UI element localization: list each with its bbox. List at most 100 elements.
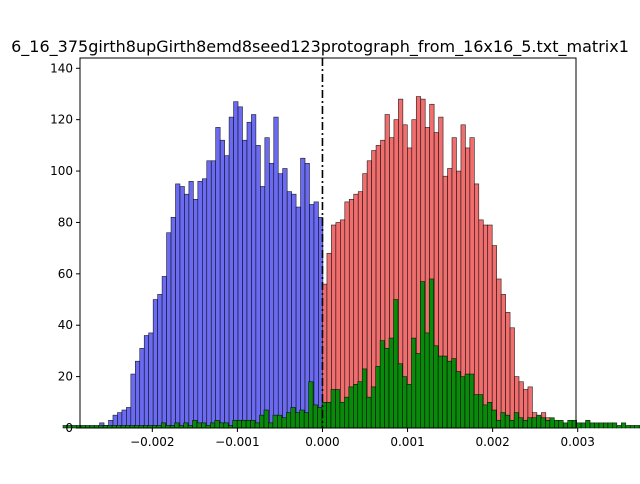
- histogram-bar: [594, 422, 600, 429]
- histogram-bar: [625, 425, 631, 429]
- histogram-bar: [451, 358, 457, 429]
- histogram-bar: [397, 363, 403, 429]
- histogram-bar: [303, 412, 309, 429]
- histogram-bar: [473, 394, 479, 429]
- histogram-bar: [196, 422, 202, 429]
- histogram-bar: [621, 422, 627, 429]
- histogram-bar: [388, 337, 394, 429]
- histogram-bar: [179, 186, 185, 429]
- histogram-bar: [251, 114, 257, 429]
- histogram-bar: [549, 417, 555, 429]
- histogram-bar: [607, 422, 613, 429]
- histogram-bar: [210, 160, 216, 429]
- x-tick-label: 0.001: [390, 435, 424, 449]
- histogram-bar: [482, 224, 489, 429]
- histogram-bar: [500, 412, 506, 429]
- histogram-bar: [242, 139, 248, 429]
- histogram-bar: [312, 404, 318, 429]
- histogram-bar: [616, 425, 622, 429]
- histogram-bar: [437, 355, 443, 429]
- histogram-bar: [598, 422, 604, 429]
- histogram-bar: [509, 419, 515, 429]
- histogram-bar: [585, 419, 591, 429]
- histogram-bar: [126, 407, 132, 429]
- histogram-bar: [188, 181, 194, 429]
- histogram-bar: [491, 409, 497, 429]
- chart-title: 6_16_375girth8upGirth8emd8seed123protogr…: [11, 37, 629, 57]
- x-tick-label: 0.000: [305, 435, 339, 449]
- histogram-bar: [464, 373, 470, 429]
- histogram-bar: [264, 137, 270, 429]
- histogram-bar: [558, 419, 564, 429]
- histogram-bar: [505, 312, 511, 429]
- histogram-bar: [491, 245, 497, 429]
- histogram-bar: [228, 116, 234, 429]
- histogram-bar: [357, 381, 363, 429]
- histogram-bar: [370, 386, 376, 429]
- histogram-bar: [143, 335, 149, 429]
- histogram-bar: [295, 206, 301, 429]
- histogram-bar: [160, 422, 167, 429]
- x-tick-label: −0.002: [130, 435, 174, 449]
- histogram-bar: [446, 360, 452, 429]
- histogram-bar: [335, 389, 341, 429]
- histogram-bar: [268, 163, 275, 429]
- histogram-bar: [299, 409, 305, 429]
- histogram-bar: [294, 412, 301, 429]
- histogram-bar: [603, 422, 609, 429]
- histogram-bar: [308, 381, 314, 429]
- histogram-bar: [174, 422, 180, 429]
- histogram-bar: [353, 384, 359, 429]
- histogram-bar: [340, 219, 346, 429]
- y-tick-label: 80: [58, 215, 73, 229]
- histogram-bar: [402, 376, 408, 429]
- histogram-bar: [513, 412, 519, 429]
- histogram-bar: [206, 160, 212, 429]
- y-tick-label: 120: [50, 113, 73, 127]
- histogram-bar: [214, 419, 220, 429]
- histogram-bar: [281, 417, 287, 429]
- histogram-bar: [193, 199, 199, 429]
- histogram-bar: [504, 414, 510, 429]
- histogram-bar: [344, 396, 350, 429]
- histogram-bar: [384, 348, 390, 429]
- histogram-bar: [474, 183, 480, 429]
- histogram-bar: [415, 353, 421, 429]
- histogram-bar: [339, 402, 345, 429]
- histogram-bar: [442, 355, 448, 429]
- histogram-bar: [424, 332, 430, 429]
- y-tick-label: 20: [58, 370, 73, 384]
- histogram-bar: [567, 419, 573, 429]
- histogram-bar: [531, 417, 537, 429]
- histogram-bar: [487, 402, 493, 429]
- histogram-bar: [139, 348, 145, 429]
- histogram-bar: [317, 407, 323, 429]
- histogram-bar: [393, 299, 399, 429]
- histogram-bar: [428, 278, 435, 429]
- histogram-bar: [291, 193, 297, 429]
- y-tick-label: 40: [58, 318, 73, 332]
- histogram-bar: [250, 419, 256, 429]
- x-tick-label: 0.002: [475, 435, 509, 449]
- y-axis: 0 20 40 60 80 100 120 140: [50, 61, 80, 435]
- histogram-bar: [536, 414, 542, 429]
- histogram-bar: [500, 294, 506, 429]
- histogram-bar: [232, 419, 238, 429]
- histogram-bar: [277, 173, 283, 429]
- histogram-bar: [130, 373, 136, 429]
- histogram-bar: [219, 422, 225, 429]
- histogram-bar: [282, 168, 288, 429]
- histogram-bar: [589, 422, 595, 429]
- histogram-bar: [375, 366, 381, 429]
- histogram-bar: [433, 345, 439, 429]
- histogram-bar: [469, 373, 475, 429]
- histogram-bar: [612, 422, 618, 429]
- histogram-bar: [201, 178, 208, 429]
- histogram-bar: [554, 419, 560, 429]
- histogram-bar: [157, 294, 163, 429]
- histogram-bar: [286, 412, 292, 429]
- histogram-bar: [175, 183, 181, 429]
- histogram-bar: [192, 419, 198, 429]
- histogram-bar: [215, 127, 221, 429]
